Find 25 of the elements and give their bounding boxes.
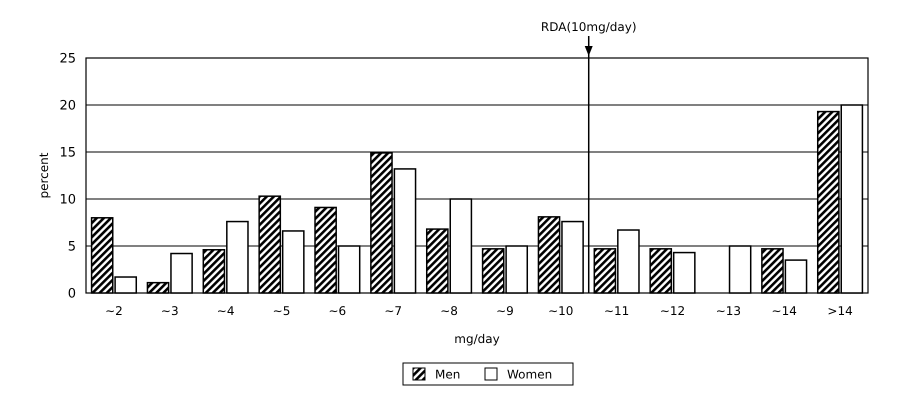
x-tick-label: ~12	[660, 304, 686, 318]
y-tick-label: 5	[68, 240, 76, 255]
x-tick-label: ~5	[272, 304, 290, 318]
x-tick-label: ~6	[328, 304, 346, 318]
x-tick-label: ~11	[604, 304, 630, 318]
ref-line-label: RDA(10mg/day)	[540, 20, 637, 34]
legend-label: Women	[507, 368, 552, 382]
y-tick-label: 25	[59, 52, 76, 67]
x-tick-label: ~9	[496, 304, 514, 318]
y-tick-label: 10	[59, 192, 76, 208]
x-tick-label: ~3	[160, 304, 179, 318]
x-tick-label: ~14	[772, 304, 797, 318]
x-tick-label: >14	[827, 304, 853, 318]
y-axis-title: percent	[37, 152, 51, 198]
x-tick-label: ~2	[105, 304, 123, 318]
y-tick-label: 20	[59, 98, 76, 114]
x-tick-label: ~10	[548, 304, 574, 318]
x-tick-label: ~4	[216, 304, 234, 318]
x-tick-label: ~7	[384, 304, 402, 318]
x-axis-title: mg/day	[454, 332, 500, 346]
legend-label: Men	[435, 368, 460, 382]
x-tick-label: ~8	[440, 304, 458, 318]
x-tick-label: ~13	[716, 304, 742, 318]
y-tick-label: 15	[59, 146, 76, 161]
y-tick-label: 0	[68, 286, 76, 302]
